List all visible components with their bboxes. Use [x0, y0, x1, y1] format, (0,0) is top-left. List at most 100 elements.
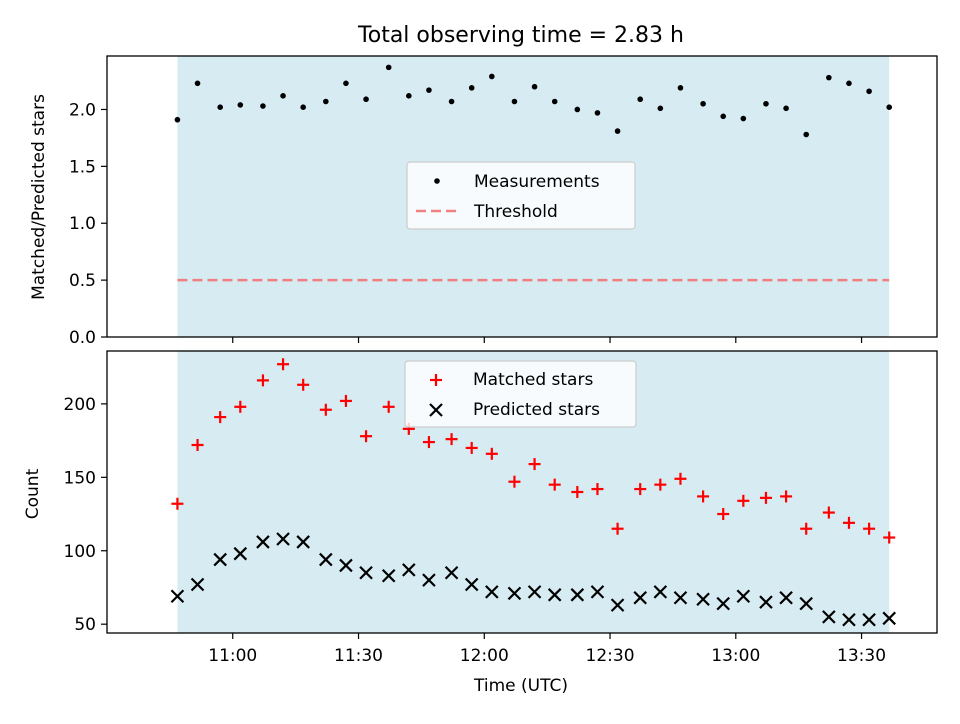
bottom-ytick-label: 200	[64, 395, 96, 415]
bottom-xtick-label: 11:00	[208, 646, 257, 666]
predicted-star-point	[276, 532, 290, 546]
predicted-star-point	[653, 585, 668, 599]
predicted-star-point	[444, 566, 459, 580]
predicted-star-point	[882, 611, 896, 626]
predicted-star-point	[422, 573, 436, 587]
predicted-star-point	[256, 535, 270, 549]
predicted-star-point	[381, 568, 396, 583]
predicted-star-point	[696, 592, 710, 606]
top-ytick-label: 2.0	[69, 100, 96, 120]
measurement-point	[551, 98, 558, 105]
matched-star-point	[883, 531, 896, 544]
matched-star-point	[634, 483, 647, 496]
measurement-point	[323, 98, 329, 105]
matched-star-point	[842, 516, 855, 529]
matched-star-point	[508, 475, 521, 488]
matched-star-point	[297, 378, 310, 391]
predicted-star-point	[862, 613, 876, 627]
predicted-star-point	[507, 586, 522, 601]
predicted-star-point	[673, 590, 688, 605]
measurement-point	[511, 98, 518, 105]
matched-star-point	[256, 374, 269, 387]
top-ytick-label: 1.5	[69, 157, 96, 177]
matched-star-point	[319, 403, 332, 416]
predicted-star-point	[799, 596, 813, 611]
measurement-point	[489, 73, 495, 80]
predicted-star-point	[716, 596, 730, 611]
top-panel: 0.00.51.01.52.0 Matched/Predicted stars …	[29, 55, 938, 348]
predicted-star-point	[822, 610, 836, 624]
predicted-star-point	[296, 535, 310, 549]
predicted-star-point	[339, 558, 353, 573]
predicted-star-point	[610, 598, 625, 612]
matched-star-point	[737, 494, 750, 507]
top-ytick-label: 0.5	[69, 271, 96, 291]
matched-star-point	[234, 400, 247, 413]
legend-measurements-label: Measurements	[474, 172, 600, 192]
measurement-point	[657, 105, 664, 112]
measurement-point	[531, 83, 538, 90]
measurement-point	[426, 87, 432, 93]
measurement-point	[363, 96, 369, 103]
measurement-point	[783, 105, 789, 112]
legend-measurements-marker	[434, 178, 440, 184]
matched-star-point	[863, 522, 876, 535]
measurement-point	[866, 88, 872, 95]
top-axes-frame	[106, 55, 938, 338]
chart-title: Total observing time = 2.83 h	[357, 23, 684, 48]
measurement-point	[385, 64, 392, 71]
matched-star-point	[277, 358, 290, 371]
matched-points	[171, 358, 896, 544]
measurement-point	[886, 104, 893, 110]
measurement-point	[174, 116, 181, 123]
bottom-panel: 50 100 150 200 11:00 11:30 12:00 12:30 13:00 13:…	[23, 350, 938, 696]
predicted-star-point	[570, 588, 585, 602]
measurement-point	[594, 110, 601, 116]
bottom-ytick-label: 150	[64, 468, 96, 488]
measurement-point	[574, 106, 581, 113]
measurement-point	[468, 85, 475, 91]
predicted-star-point	[736, 589, 751, 604]
matched-star-point	[759, 491, 772, 504]
top-ytick-label: 0.0	[69, 328, 96, 348]
measurement-point	[677, 85, 684, 91]
measurement-point	[720, 113, 727, 120]
matched-star-point	[191, 439, 204, 451]
predicted-star-point	[842, 613, 856, 627]
bottom-xtick-label: 11:30	[334, 646, 383, 666]
matched-star-point	[780, 490, 793, 503]
bottom-legend: Matched stars Predicted stars	[404, 360, 637, 428]
bottom-xtick-label: 13:00	[711, 646, 760, 666]
measurement-points	[174, 64, 893, 138]
matched-star-point	[697, 490, 710, 503]
predicted-star-point	[464, 577, 479, 592]
measurement-point	[614, 128, 621, 134]
matched-star-point	[465, 441, 478, 454]
predicted-star-point	[527, 585, 542, 599]
measurement-point	[300, 104, 306, 110]
predicted-star-point	[779, 590, 793, 605]
top-y-axis-ticks: 0.0 0.5 1.0 1.5 2.0	[69, 100, 107, 348]
bottom-xtick-label: 12:00	[460, 646, 509, 666]
top-x-axis-ticks	[232, 337, 863, 343]
matched-star-point	[654, 478, 667, 491]
top-y-axis-label: Matched/Predicted stars	[29, 94, 49, 300]
predicted-star-point	[485, 585, 499, 599]
bottom-xtick-label: 12:30	[586, 646, 635, 666]
matched-star-point	[571, 486, 584, 498]
matched-star-point	[591, 483, 604, 496]
bottom-axes-frame	[106, 350, 938, 634]
predicted-star-point	[233, 546, 248, 561]
predicted-star-point	[319, 552, 333, 567]
measurement-point	[637, 96, 644, 103]
predicted-star-point	[633, 590, 647, 605]
predicted-points	[170, 532, 896, 627]
predicted-star-point	[213, 552, 227, 567]
matched-star-point	[548, 478, 561, 491]
matched-star-point	[674, 472, 687, 485]
measurement-point	[448, 98, 455, 105]
bottom-ytick-label: 50	[74, 615, 96, 635]
legend-matched-label: Matched stars	[473, 370, 593, 390]
legend-predicted-label: Predicted stars	[473, 400, 600, 420]
